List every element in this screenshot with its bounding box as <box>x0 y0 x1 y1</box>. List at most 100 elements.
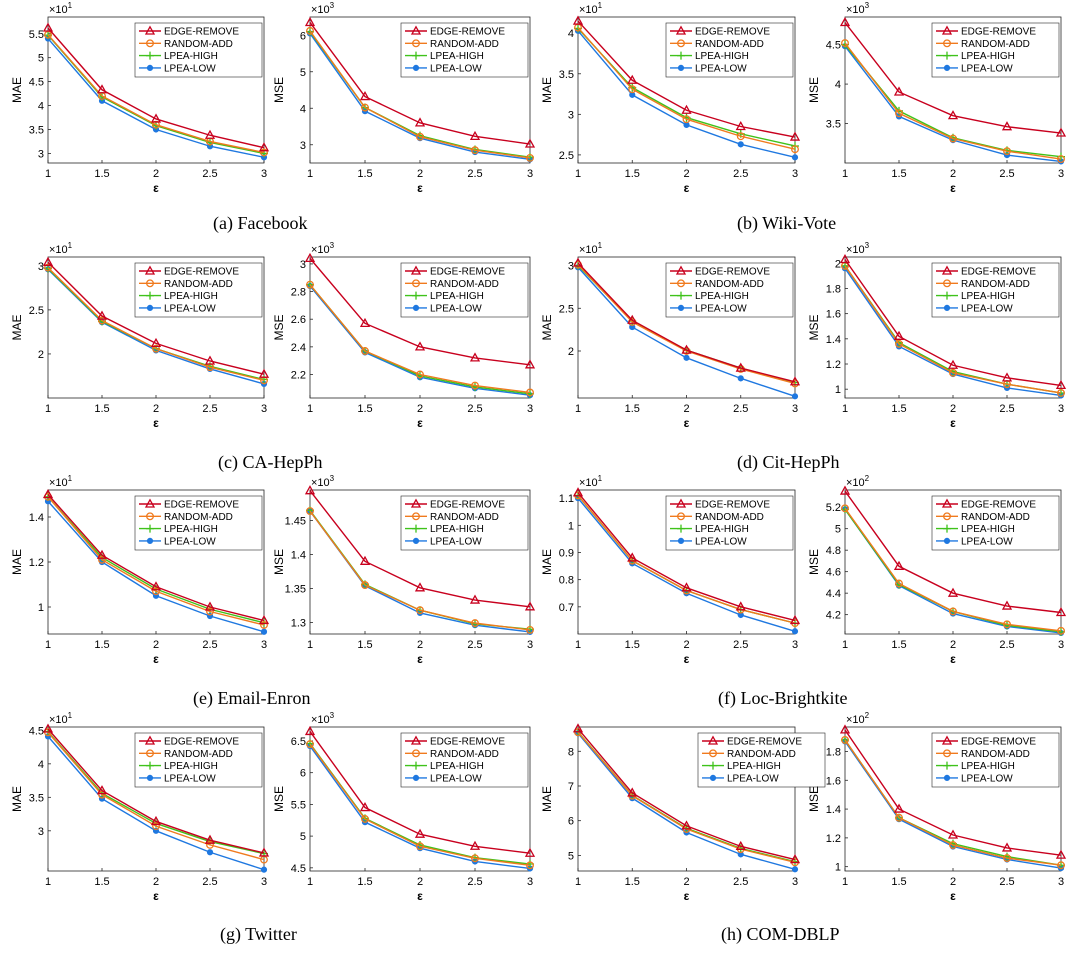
data-point <box>1055 849 1067 859</box>
x-tick-label: 1 <box>575 639 581 651</box>
y-tick-label: 2 <box>835 258 841 270</box>
x-tick-label: 2 <box>153 168 159 180</box>
legend-label: EDGE-REMOVE <box>961 737 1036 748</box>
data-point <box>416 842 424 851</box>
data-point <box>789 376 801 386</box>
series-line <box>47 267 265 382</box>
y-tick-label: 0.8 <box>559 575 574 587</box>
legend-label: EDGE-REMOVE <box>164 267 239 278</box>
caption-d: (d) Cit-HepPh <box>737 452 840 472</box>
legend-label: RANDOM-ADD <box>164 512 233 523</box>
y-tick-label: 2.2 <box>291 370 306 382</box>
y-tick-label: 2.4 <box>291 342 306 354</box>
data-point <box>627 552 638 562</box>
data-point <box>416 132 424 141</box>
x-tick-label: 2 <box>683 403 689 415</box>
data-point <box>524 601 536 611</box>
y-axis-label: MSE <box>807 549 821 575</box>
y-exponent-label: ×103 <box>846 241 870 256</box>
data-point <box>414 582 426 592</box>
legend-marker <box>709 761 717 770</box>
series-line <box>844 22 1062 134</box>
y-tick-label: 4 <box>300 103 306 115</box>
legend-label: RANDOM-ADD <box>430 39 499 50</box>
y-axis-label: MAE <box>540 786 554 812</box>
series-line <box>577 27 796 150</box>
data-point <box>1057 861 1065 870</box>
legend-marker <box>412 537 420 545</box>
data-point <box>258 142 270 152</box>
legend-label: EDGE-REMOVE <box>695 500 770 511</box>
legend-marker <box>677 512 685 521</box>
data-point <box>839 724 851 734</box>
y-tick-label: 8 <box>568 746 574 758</box>
legend-label: RANDOM-ADD <box>961 512 1030 523</box>
x-axis-label: ε <box>950 416 956 430</box>
data-point <box>414 341 426 351</box>
data-point <box>359 91 371 101</box>
y-tick-label: 2.6 <box>291 314 306 326</box>
x-tick-label: 1.5 <box>891 168 906 180</box>
x-axis-label: ε <box>950 181 956 195</box>
y-tick-label: 2 <box>38 349 44 361</box>
data-point <box>96 785 108 795</box>
y-tick-label: 1.3 <box>291 617 306 629</box>
x-axis-label: ε <box>153 889 159 903</box>
y-tick-label: 1.1 <box>559 493 574 505</box>
legend-marker <box>941 25 953 35</box>
legend-marker <box>943 304 951 311</box>
data-point <box>526 388 534 397</box>
y-tick-label: 5 <box>835 524 841 536</box>
legend-label: LPEA-LOW <box>695 63 747 74</box>
data-point <box>304 252 316 263</box>
legend-marker <box>675 25 687 35</box>
x-tick-label: 3 <box>1058 403 1064 415</box>
data-point <box>839 253 851 264</box>
legend-marker <box>410 25 422 35</box>
data-point <box>150 337 162 348</box>
x-tick-label: 1.5 <box>357 403 372 415</box>
x-tick-label: 3 <box>792 403 798 415</box>
data-point <box>152 344 160 353</box>
legend-label: LPEA-HIGH <box>695 291 749 302</box>
y-tick-label: 2.5 <box>29 305 44 317</box>
y-tick-label: 1.2 <box>826 833 841 845</box>
data-point <box>304 485 316 495</box>
legend-marker <box>943 524 951 533</box>
y-tick-label: 1.4 <box>826 334 841 346</box>
data-point <box>471 854 479 863</box>
data-point <box>258 847 270 857</box>
data-point <box>260 866 268 873</box>
x-tick-label: 2.5 <box>467 876 482 888</box>
x-tick-label: 1.5 <box>625 403 640 415</box>
legend-label: EDGE-REMOVE <box>961 267 1036 278</box>
legend-label: LPEA-LOW <box>164 303 216 314</box>
x-tick-label: 1.5 <box>357 876 372 888</box>
y-exponent-label: ×103 <box>846 1 870 16</box>
data-point <box>1003 854 1011 862</box>
chart-panel: 1 1.5 2 2.5 3 1 1.2 1.4 1.6 1.8 2 ×103 ε MSE EDGE-REMO… <box>807 241 1067 430</box>
y-axis-label: MAE <box>10 549 24 575</box>
data-point <box>947 110 959 120</box>
legend-marker <box>677 51 685 60</box>
x-tick-label: 1.5 <box>891 403 906 415</box>
data-point <box>947 359 959 369</box>
legend-marker <box>146 537 154 545</box>
data-point <box>949 368 957 377</box>
legend-label: LPEA-LOW <box>430 303 482 314</box>
data-point <box>204 355 216 365</box>
y-tick-label: 1 <box>835 862 841 874</box>
data-point <box>735 601 746 611</box>
data-point <box>1001 372 1013 382</box>
data-point <box>893 330 905 340</box>
legend-label: EDGE-REMOVE <box>164 737 239 748</box>
y-tick-label: 1.2 <box>826 359 841 371</box>
data-point <box>949 607 957 616</box>
legend-marker <box>677 279 685 288</box>
data-point <box>572 15 584 25</box>
series-line <box>47 496 265 626</box>
y-tick-label: 1.8 <box>826 283 841 295</box>
data-point <box>627 74 638 84</box>
y-tick-label: 1.8 <box>826 746 841 758</box>
